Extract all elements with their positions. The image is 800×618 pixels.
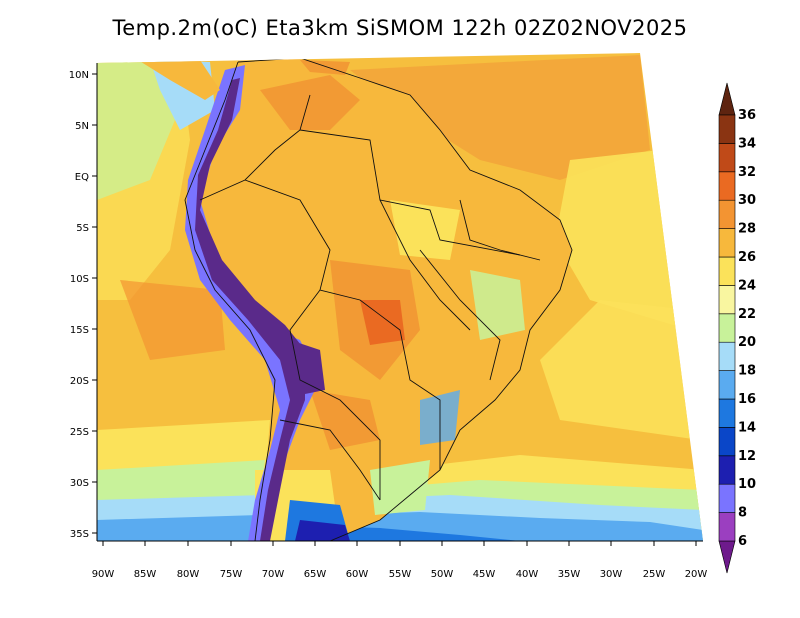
colorbar-label: 8 bbox=[738, 506, 747, 521]
colorbar-label: 34 bbox=[738, 136, 756, 151]
lon-label: 65W bbox=[304, 569, 327, 580]
altiplano-cold bbox=[290, 340, 325, 395]
colorbar-label: 26 bbox=[738, 250, 756, 265]
lon-label: 30W bbox=[600, 569, 623, 580]
border-brazil-north bbox=[299, 129, 521, 256]
lon-label: 85W bbox=[134, 569, 157, 580]
colorbar-label: 36 bbox=[738, 108, 756, 123]
border-bolivia-paraguay bbox=[289, 289, 381, 500]
lat-label: 5S bbox=[76, 223, 89, 234]
colorbar-cap-top bbox=[718, 82, 736, 116]
border-state-1 bbox=[419, 249, 501, 381]
colorbar-segment bbox=[718, 370, 736, 400]
ocean-pacific-cool-north bbox=[97, 60, 175, 200]
land-mild-amazon bbox=[390, 200, 460, 260]
colorbar-segment bbox=[718, 427, 736, 457]
colorbar-cap-bottom bbox=[718, 540, 736, 574]
longitude-axis: 90W 85W 80W 75W 70W 65W 60W 55W 50W 45W … bbox=[92, 541, 708, 580]
colorbar-label: 12 bbox=[738, 449, 756, 464]
land-mild-highlands bbox=[470, 270, 525, 340]
colorbar: 6 8 10 12 14 16 18 20 22 24 26 28 30 32 34 36 bbox=[718, 82, 756, 574]
lon-label: 90W bbox=[92, 569, 115, 580]
colorbar-label: 18 bbox=[738, 364, 756, 379]
land-hottest-core bbox=[360, 300, 405, 345]
colorbar-label: 14 bbox=[738, 420, 756, 435]
lat-label: 10S bbox=[70, 274, 89, 285]
lat-label: 5N bbox=[75, 121, 89, 132]
colorbar-label: 28 bbox=[738, 222, 756, 237]
lat-label: 35S bbox=[70, 529, 89, 540]
colorbar-segment bbox=[718, 313, 736, 343]
lat-label: 20S bbox=[70, 376, 89, 387]
colorbar-segment bbox=[718, 256, 736, 286]
lon-label: 70W bbox=[262, 569, 285, 580]
lon-label: 50W bbox=[431, 569, 454, 580]
lon-label: 75W bbox=[220, 569, 243, 580]
colorbar-label: 30 bbox=[738, 193, 756, 208]
land-mild-south bbox=[370, 460, 430, 515]
lon-label: 35W bbox=[558, 569, 581, 580]
border-state-2 bbox=[379, 199, 471, 331]
ocean-atlantic-east bbox=[555, 150, 690, 330]
ocean-warm-north bbox=[350, 55, 650, 180]
colorbar-segment bbox=[718, 483, 736, 513]
border-argentina bbox=[279, 419, 381, 501]
colorbar-segment bbox=[718, 114, 736, 144]
coastline-west bbox=[184, 61, 276, 541]
country-borders bbox=[184, 57, 573, 541]
latitude-axis: 10N 5N EQ 5S 10S 15S 20S 25S 30S 35S bbox=[69, 70, 97, 540]
temperature-field bbox=[97, 53, 703, 541]
border-brazil-west bbox=[244, 179, 441, 470]
colorbar-segment bbox=[718, 398, 736, 428]
lon-label: 80W bbox=[177, 569, 200, 580]
colorbar-label: 20 bbox=[738, 335, 756, 350]
colorbar-label: 10 bbox=[738, 477, 756, 492]
coastline-east bbox=[237, 57, 573, 541]
colorbar-segment bbox=[718, 455, 736, 485]
lon-label: 60W bbox=[346, 569, 369, 580]
colorbar-segment bbox=[718, 228, 736, 258]
lat-label: 30S bbox=[70, 478, 89, 489]
lon-label: 45W bbox=[473, 569, 496, 580]
land-colder-south bbox=[295, 520, 350, 541]
land-hot-north bbox=[260, 75, 360, 130]
lon-label: 25W bbox=[643, 569, 666, 580]
colorbar-label: 6 bbox=[738, 534, 747, 549]
lat-label: EQ bbox=[75, 172, 89, 183]
central-america bbox=[130, 55, 220, 100]
colorbar-segment bbox=[718, 285, 736, 315]
colorbar-label: 24 bbox=[738, 278, 756, 293]
colorbar-label: 22 bbox=[738, 307, 756, 322]
lat-label: 10N bbox=[69, 70, 89, 81]
border-state-3 bbox=[459, 199, 541, 261]
land-hot-chaco bbox=[310, 390, 380, 450]
andes-cold-core bbox=[195, 78, 305, 541]
colorbar-segment bbox=[718, 341, 736, 371]
colorbar-segment bbox=[718, 143, 736, 173]
border-colombia-peru bbox=[199, 94, 311, 201]
band-18 bbox=[97, 515, 258, 541]
map-title: Temp.2m(oC) Eta3km SiSMOM 122h 02Z02NOV2… bbox=[112, 16, 688, 40]
colorbar-segment bbox=[718, 199, 736, 229]
caribbean-warm bbox=[300, 60, 350, 75]
colorbar-segment bbox=[718, 512, 736, 542]
colorbar-segment bbox=[718, 171, 736, 201]
ocean-pacific-warm-patch bbox=[120, 280, 225, 360]
colorbar-label: 32 bbox=[738, 165, 756, 180]
colorbar-label: 16 bbox=[738, 392, 756, 407]
lon-label: 20W bbox=[685, 569, 708, 580]
ocean-atlantic-south bbox=[540, 300, 700, 440]
lat-label: 25S bbox=[70, 427, 89, 438]
lat-label: 15S bbox=[70, 325, 89, 336]
lon-label: 55W bbox=[389, 569, 412, 580]
lon-label: 40W bbox=[516, 569, 539, 580]
